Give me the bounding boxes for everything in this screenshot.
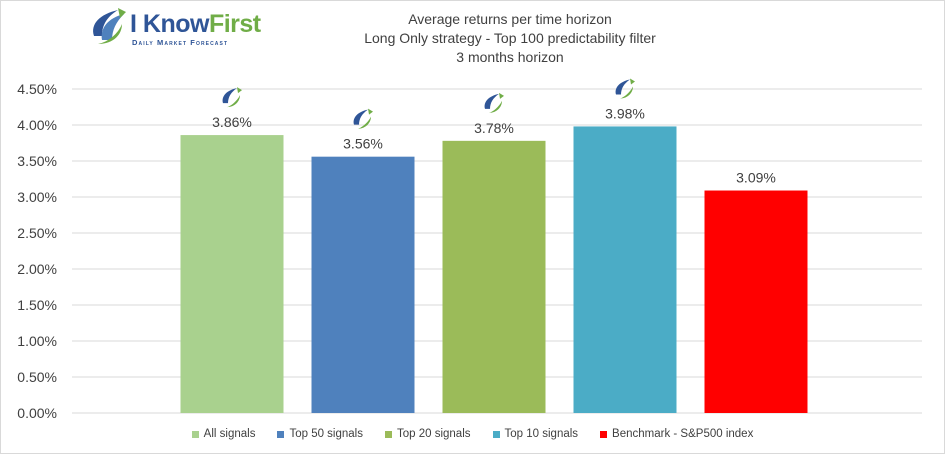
bar — [311, 156, 415, 413]
legend-label: All signals — [203, 428, 256, 440]
logo-text-a: I Know — [130, 10, 209, 38]
legend-item: Top 20 signals — [384, 428, 471, 440]
iknowfirst-logo: I KnowFirst Daily Market Forecast — [88, 6, 261, 48]
y-tick-label: 4.00% — [17, 117, 57, 133]
y-tick-label: 3.50% — [17, 153, 57, 169]
logo-tagline: Daily Market Forecast — [132, 38, 229, 47]
y-tick-label: 0.00% — [17, 405, 57, 421]
y-tick-label: 3.00% — [17, 189, 57, 205]
bar — [442, 140, 546, 413]
logo-marker-icon — [484, 92, 504, 113]
logo-marker-icon — [222, 87, 242, 108]
y-tick-label: 1.50% — [17, 297, 57, 313]
legend-item: Top 10 signals — [492, 428, 579, 440]
legend-item: Top 50 signals — [277, 428, 363, 440]
data-label: 3.98% — [605, 105, 645, 121]
legend-label: Top 50 signals — [289, 428, 363, 440]
legend-label: Top 20 signals — [396, 428, 471, 440]
data-label: 3.56% — [343, 136, 383, 152]
logo-wordmark: I KnowFirst — [130, 10, 261, 38]
data-label: 3.78% — [474, 120, 514, 136]
chart-subtitle-horizon: 3 months horizon — [456, 49, 564, 65]
bar — [573, 126, 677, 413]
legend-label: Top 10 signals — [504, 428, 579, 440]
legend-label: Benchmark - S&P500 index — [612, 428, 754, 440]
legend-item: Benchmark - S&P500 index — [600, 428, 753, 440]
legend-item: All signals — [191, 428, 256, 440]
bar — [180, 135, 284, 413]
logo-marker-icon — [615, 78, 635, 99]
legend-swatch — [277, 430, 285, 438]
chart-subtitle: Long Only strategy - Top 100 predictabil… — [364, 30, 656, 46]
y-tick-label: 4.50% — [17, 81, 57, 97]
y-tick-label: 2.50% — [17, 225, 57, 241]
y-tick-label: 1.00% — [17, 333, 57, 349]
logo-text-b: First — [208, 10, 261, 38]
chart-title-block: Average returns per time horizon Long On… — [300, 10, 720, 67]
chart-legend: All signals Top 50 signals Top 20 signals T… — [0, 428, 945, 440]
legend-swatch — [492, 430, 500, 438]
logo-swoosh-icon — [93, 8, 126, 44]
data-label: 3.86% — [212, 114, 252, 130]
legend-swatch — [384, 430, 392, 438]
logo-marker-icon — [353, 108, 373, 129]
y-tick-label: 0.50% — [17, 369, 57, 385]
bar — [704, 190, 808, 413]
y-tick-label: 2.00% — [17, 261, 57, 277]
data-label: 3.09% — [736, 170, 776, 186]
legend-swatch — [191, 430, 199, 438]
legend-swatch — [600, 430, 608, 438]
chart-title: Average returns per time horizon — [408, 11, 612, 27]
